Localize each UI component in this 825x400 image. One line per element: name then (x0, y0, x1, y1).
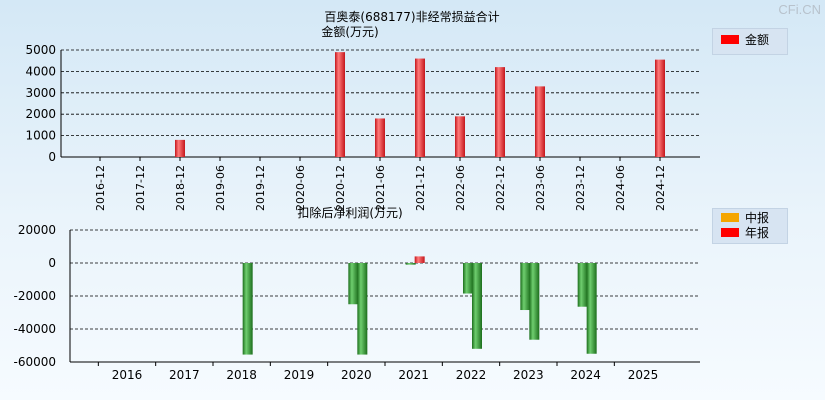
chart-2-plot: -60000 -40000 -20000 0 20000 2016 2017 2018 2019… (13, 223, 700, 382)
y-tick-label: 2000 (25, 107, 56, 121)
chart-2-legend: 中报 年报 (712, 208, 788, 244)
chart-2-title: 扣除后净利润(万元) (297, 205, 402, 220)
x-tick-label: 2017-12 (134, 165, 147, 211)
chart-1-legend: 金额 (712, 28, 788, 55)
bar-nianbao (529, 263, 540, 340)
watermark-text: CFi.CN (778, 2, 821, 17)
x-tick-label: 2020 (341, 368, 372, 382)
legend-label-nianbao: 年报 (745, 226, 770, 240)
chart-1-plot: 0 1000 2000 3000 4000 5000 2016-12 2017-12 2018-… (25, 43, 700, 211)
x-tick-label: 2016-12 (94, 165, 107, 211)
legend-label-amount: 金额 (745, 33, 770, 47)
y-tick-label: 1000 (25, 129, 56, 143)
bar (335, 52, 345, 157)
x-tick-label: 2020-12 (334, 165, 347, 211)
bar-zhongbao (348, 263, 359, 305)
bar-nianbao (242, 263, 253, 355)
x-tick-label: 2018-12 (174, 165, 187, 211)
legend-item-zhongbao[interactable]: 中报 (713, 211, 787, 225)
y-tick-label: -40000 (13, 322, 56, 336)
x-tick-label: 2021-06 (374, 165, 387, 211)
y-tick-label: 0 (48, 150, 56, 164)
y-tick-label: 3000 (25, 86, 56, 100)
x-tick-label: 2016 (112, 368, 143, 382)
x-tick-label: 2024-06 (614, 165, 627, 211)
x-tick-label: 2020-06 (294, 165, 307, 211)
legend-label-zhongbao: 中报 (745, 211, 770, 225)
x-tick-label: 2019 (284, 368, 315, 382)
bar-zhongbao (405, 263, 416, 265)
x-tick-label: 2021 (398, 368, 429, 382)
y-tick-label: -60000 (13, 355, 56, 369)
y-tick-label: 4000 (25, 64, 56, 78)
legend-swatch-amount (721, 35, 739, 44)
x-tick-label: 2023 (513, 368, 544, 382)
x-tick-label: 2025 (628, 368, 659, 382)
x-tick-label: 2022 (456, 368, 487, 382)
chart-1-ylabel: 金额(万元) (321, 24, 378, 39)
bar-zhongbao (577, 263, 588, 307)
x-tick-label: 2018 (226, 368, 257, 382)
chart-1-title: 百奥泰(688177)非经常损益合计 (324, 9, 499, 24)
x-tick-label: 2023-06 (534, 165, 547, 211)
x-tick-label: 2022-06 (454, 165, 467, 211)
x-tick-label: 2022-12 (494, 165, 507, 211)
x-tick-label: 2019-12 (254, 165, 267, 211)
bar (375, 118, 385, 157)
y-tick-label: -20000 (13, 289, 56, 303)
bar-zhongbao (463, 263, 473, 294)
x-tick-label: 2021-12 (414, 165, 427, 211)
bar-zhongbao (520, 263, 531, 311)
legend-swatch-zhongbao (721, 213, 739, 222)
bar-nianbao (414, 256, 425, 263)
x-tick-label: 2017 (169, 368, 200, 382)
legend-item-amount[interactable]: 金额 (713, 33, 787, 47)
bar-nianbao (586, 263, 597, 354)
x-tick-label: 2024-12 (654, 165, 667, 211)
bar (455, 116, 465, 157)
x-tick-label: 2024 (570, 368, 601, 382)
x-tick-label: 2019-06 (214, 165, 227, 211)
bar (495, 67, 505, 157)
bar (415, 58, 425, 158)
bar-nianbao (472, 263, 482, 349)
x-tick-label: 2023-12 (574, 165, 587, 211)
legend-swatch-nianbao (721, 228, 739, 237)
y-tick-label: 5000 (25, 43, 56, 57)
y-tick-label: 0 (48, 256, 56, 270)
bar (175, 139, 185, 157)
bar-nianbao (357, 263, 368, 355)
y-tick-label: 20000 (18, 223, 56, 237)
bar (535, 86, 545, 157)
legend-item-nianbao[interactable]: 年报 (713, 226, 787, 240)
bar (655, 59, 665, 157)
